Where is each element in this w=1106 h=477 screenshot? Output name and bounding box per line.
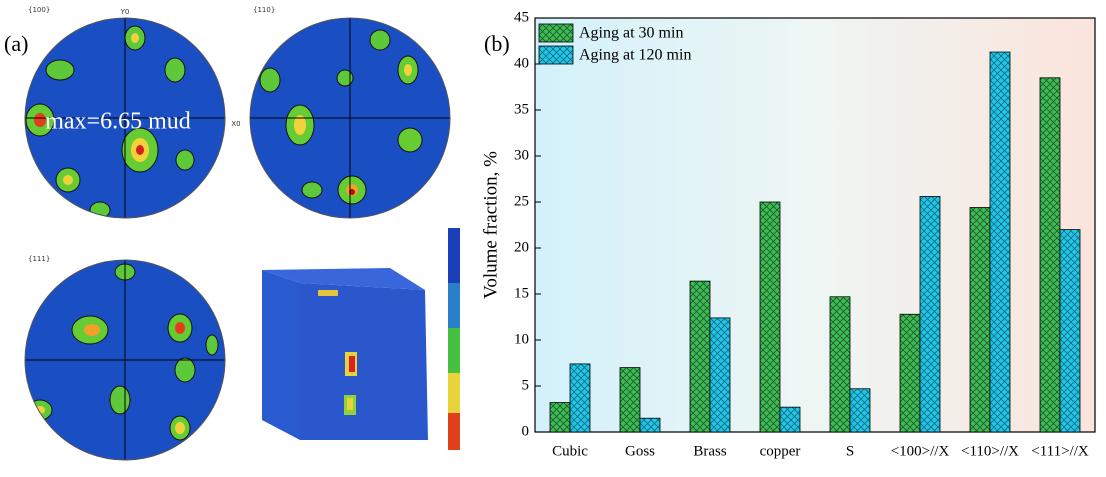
y-tick-label: 5 xyxy=(522,377,530,393)
x-tick-label: copper xyxy=(760,443,801,459)
legend-label: Aging at 120 min xyxy=(579,47,691,64)
bar xyxy=(780,407,800,432)
x-tick-label: Brass xyxy=(693,443,726,459)
y-tick-label: 10 xyxy=(514,331,529,347)
x-tick-label: <100>//X xyxy=(891,443,950,459)
bar xyxy=(970,208,990,432)
y-tick-label: 40 xyxy=(514,55,529,71)
color-bar xyxy=(448,228,460,450)
axis-label: Y0 xyxy=(120,8,130,16)
y-axis-title: Volume fraction, % xyxy=(480,151,501,299)
max-note: max=6.65 mud xyxy=(45,109,191,135)
bar xyxy=(760,202,780,432)
plot-background xyxy=(535,18,1095,432)
x-tick-label: Goss xyxy=(625,443,655,459)
legend-swatch xyxy=(539,46,573,64)
odf-cube xyxy=(262,268,428,440)
x-tick-label: S xyxy=(846,443,854,459)
bar xyxy=(850,389,870,432)
legend-swatch xyxy=(539,24,573,42)
y-tick-label: 0 xyxy=(522,423,530,439)
y-tick-label: 35 xyxy=(514,101,529,117)
y-tick-label: 25 xyxy=(514,193,529,209)
panel-label: (a) xyxy=(4,31,28,56)
bar xyxy=(690,281,710,432)
pole-label: {111} xyxy=(28,255,50,263)
pole-figure-111 xyxy=(25,260,225,460)
bar xyxy=(830,297,850,432)
bar xyxy=(1040,78,1060,432)
pole-label: {110} xyxy=(253,6,275,14)
bar xyxy=(710,318,730,432)
pole-figure-110 xyxy=(250,18,450,218)
y-tick-label: 15 xyxy=(514,285,529,301)
x-tick-label: Cubic xyxy=(552,443,588,459)
y-tick-label: 30 xyxy=(514,147,529,163)
bar xyxy=(550,403,570,432)
figure: (a) {100} {110} {111} Y0 X0 max=6.65 mud… xyxy=(0,0,1106,477)
x-tick-label: <111>//X xyxy=(1031,443,1089,459)
y-tick-label: 45 xyxy=(514,9,529,25)
bar xyxy=(920,196,940,432)
bar xyxy=(990,52,1010,432)
bar xyxy=(640,418,660,432)
bar xyxy=(1060,230,1080,432)
bar xyxy=(570,364,590,432)
pole-label: {100} xyxy=(28,6,50,14)
y-tick-label: 20 xyxy=(514,239,529,255)
axis-label: X0 xyxy=(231,120,240,128)
x-tick-label: <110>//X xyxy=(961,443,1019,459)
bar xyxy=(620,368,640,432)
panel-label: (b) xyxy=(484,31,510,56)
legend-label: Aging at 30 min xyxy=(579,25,683,42)
bar xyxy=(900,314,920,432)
